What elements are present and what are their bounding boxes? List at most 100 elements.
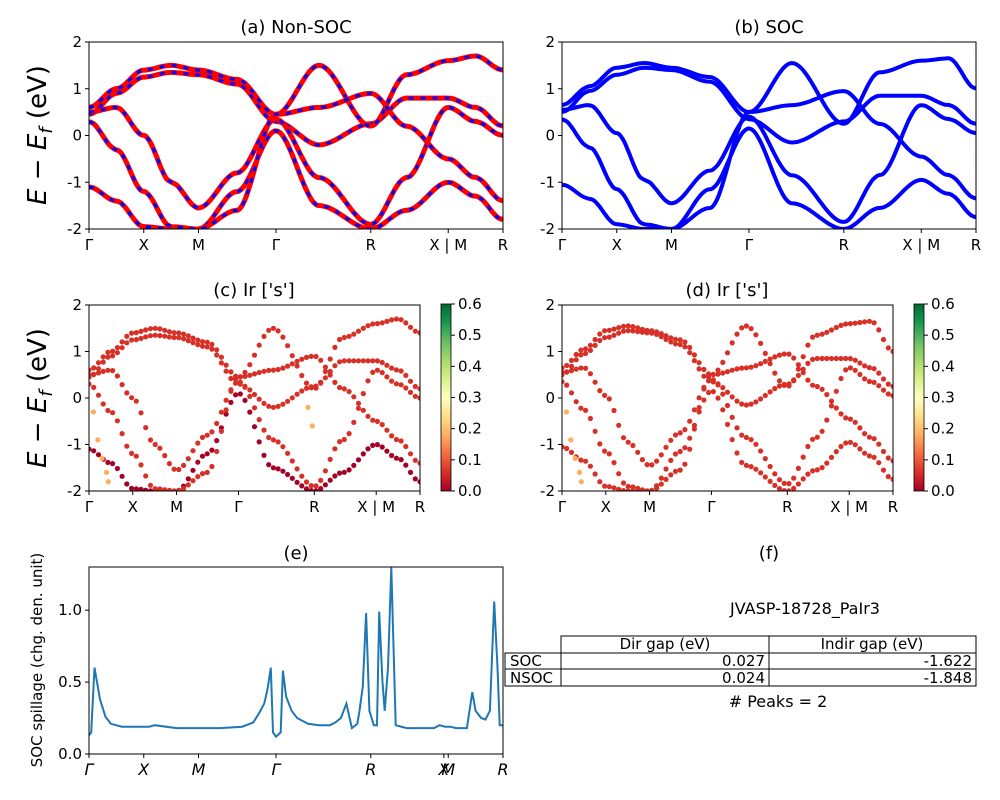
point-c-2-31	[233, 392, 239, 398]
point-c-1-48	[313, 483, 319, 489]
point-c-1-54	[341, 436, 347, 443]
point-c-3-1	[91, 365, 97, 371]
point-d-0-5	[583, 350, 589, 357]
point-d-3-3	[573, 351, 579, 358]
point-d-0-25	[677, 341, 683, 348]
point-c-0-57	[355, 358, 362, 364]
point-d-3-62	[852, 320, 858, 326]
point-d-1-31	[706, 378, 712, 384]
point-d-0-41	[753, 399, 759, 405]
point-d-4-43	[762, 358, 768, 364]
point-c-5-0	[90, 409, 96, 415]
x-tick-label: R	[839, 236, 849, 254]
point-d-0-7	[592, 342, 598, 348]
point-c-0-56	[351, 358, 357, 364]
point-d-0-63	[857, 360, 863, 366]
point-c-1-8	[124, 390, 130, 396]
point-d-4-35	[724, 369, 731, 375]
point-c-3-11	[138, 328, 144, 334]
point-d-1-49	[791, 475, 797, 481]
point-c-4-20	[181, 485, 187, 491]
point-d-1-64	[862, 376, 868, 382]
point-c-4-29	[223, 407, 229, 413]
point-d-0-39	[743, 402, 750, 408]
point-d-4-13	[620, 480, 627, 486]
point-d-3-27	[687, 344, 693, 351]
point-d-2-29	[696, 409, 702, 415]
point-d-0-29	[696, 366, 702, 372]
point-c-4-67	[403, 443, 409, 450]
point-c-2-5	[110, 461, 116, 467]
points-c	[89, 316, 420, 491]
point-c-4-45	[299, 356, 305, 362]
point-d-5-0	[563, 409, 570, 415]
band-dash-a-1	[89, 105, 503, 226]
point-d-0-68	[880, 376, 887, 382]
point-c-2-55	[346, 467, 352, 473]
point-c-3-8	[124, 333, 130, 339]
point-c-1-36	[256, 417, 262, 423]
point-d-1-41	[753, 441, 759, 447]
point-d-3-58	[833, 324, 839, 331]
point-d-2-33	[715, 395, 721, 401]
point-d-3-69	[885, 345, 891, 351]
point-c-1-0	[89, 372, 92, 378]
point-c-0-19	[176, 335, 182, 341]
band-line-b-1	[562, 103, 976, 224]
point-d-1-45	[772, 471, 778, 477]
point-c-1-57	[355, 405, 362, 411]
point-c-2-51	[327, 477, 333, 483]
point-d-3-37	[734, 331, 740, 337]
point-d-1-15	[630, 442, 636, 449]
y-tick-label: 0	[545, 389, 555, 407]
point-c-4-19	[176, 488, 182, 491]
point-d-3-8	[597, 331, 603, 337]
point-c-2-35	[251, 424, 258, 430]
point-d-3-11	[611, 326, 617, 332]
point-d-1-2	[568, 368, 575, 374]
point-d-4-11	[611, 460, 617, 466]
point-c-0-11	[138, 335, 144, 341]
point-c-0-14	[152, 332, 158, 338]
x-tick-label: Γ	[85, 760, 95, 779]
point-d-1-52	[805, 443, 811, 450]
point-d-2-69	[885, 474, 891, 480]
point-c-0-55	[346, 358, 352, 364]
point-d-3-14	[625, 323, 631, 329]
point-d-4-41	[753, 363, 759, 369]
point-c-2-47	[308, 488, 314, 491]
point-c-2-0	[89, 446, 92, 452]
point-d-0-44	[767, 389, 773, 395]
point-d-4-39	[743, 365, 750, 371]
point-c-3-19	[176, 330, 182, 336]
point-d-4-28	[691, 426, 698, 432]
point-c-0-16	[162, 333, 168, 339]
point-c-2-1	[91, 448, 97, 454]
point-c-0-41	[280, 401, 286, 407]
point-c-0-23	[195, 342, 201, 348]
point-d-0-30	[701, 373, 707, 379]
point-d-2-68	[880, 467, 887, 473]
band-dash-a-3	[89, 54, 503, 128]
point-c-0-18	[171, 334, 177, 341]
colorbar-tick-label: 0.2	[931, 420, 955, 438]
point-d-4-2	[568, 390, 575, 396]
point-c-4-42	[285, 363, 291, 369]
point-c-1-70	[417, 395, 420, 401]
point-d-4-9	[602, 448, 608, 454]
point-c-4-31	[233, 376, 239, 382]
point-c-4-61	[374, 418, 380, 424]
point-d-3-46	[776, 378, 783, 384]
point-c-3-42	[285, 343, 291, 349]
band-line-b-3	[562, 56, 976, 126]
point-d-3-43	[762, 350, 768, 356]
point-d-4-68	[880, 448, 887, 455]
point-c-2-56	[351, 462, 357, 468]
point-d-2-39	[743, 462, 750, 468]
point-c-4-8	[124, 443, 130, 449]
point-d-3-40	[748, 326, 754, 332]
x-tick-label: X | M	[830, 498, 868, 516]
point-d-3-67	[876, 327, 882, 333]
point-c-1-6	[114, 373, 120, 379]
point-c-4-16	[162, 487, 168, 491]
